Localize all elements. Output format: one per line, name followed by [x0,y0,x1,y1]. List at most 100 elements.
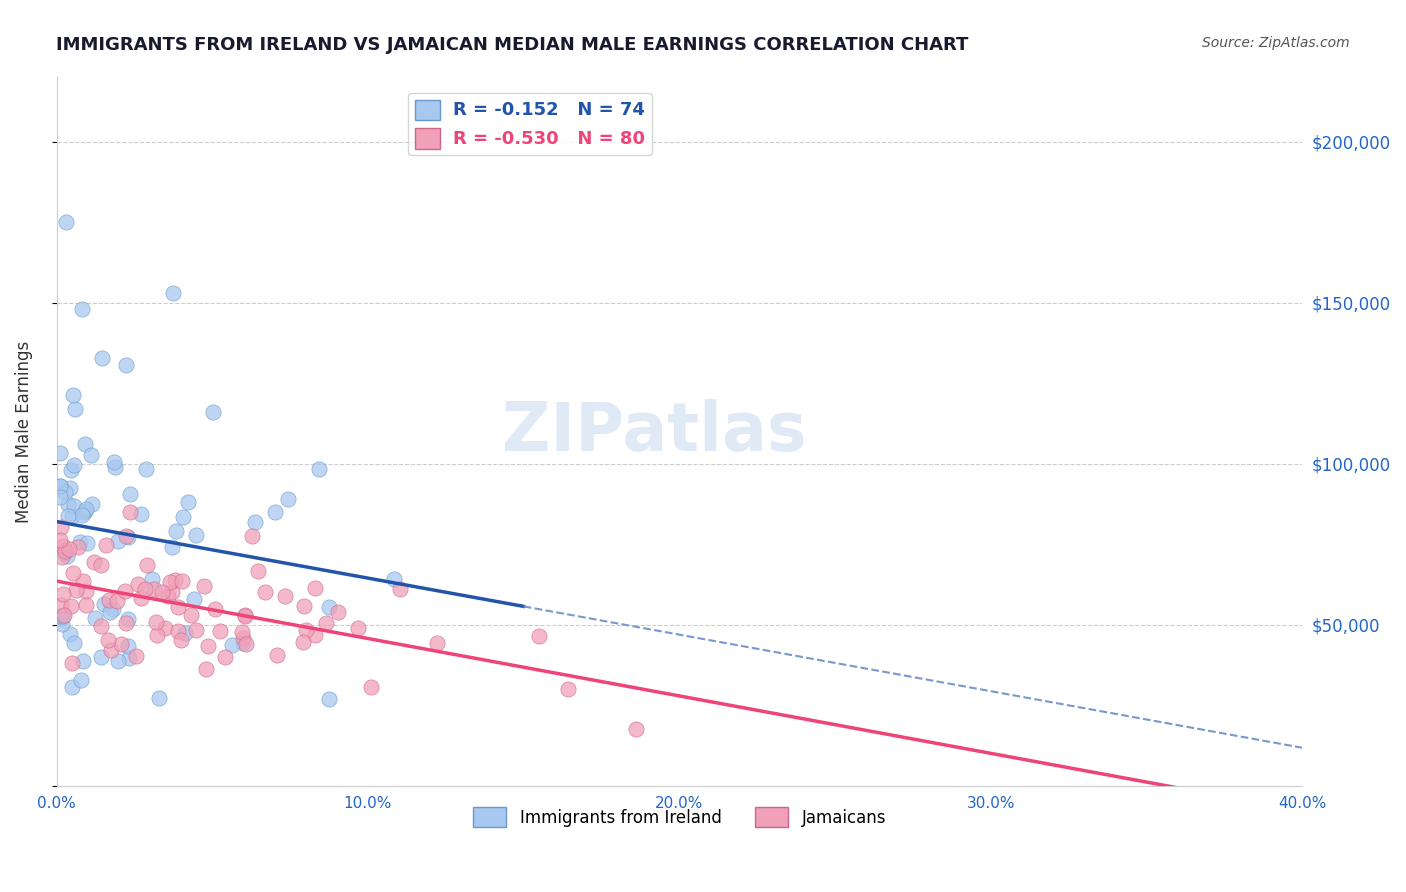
Point [51,617,73,632]
Point [626,722,648,736]
Point [159,574,181,589]
Point [70,302,93,317]
Point [117,639,139,653]
Point [160,585,183,599]
Point [131,591,153,606]
Point [48,446,70,460]
Point [72,508,94,522]
Point [49,479,72,493]
Point [127,577,149,591]
Point [183,591,205,606]
Point [177,494,200,508]
Point [115,528,138,542]
Point [197,640,219,654]
Point [90,649,112,664]
Point [52,546,75,560]
Point [266,648,288,662]
Point [426,635,449,649]
Point [63,499,86,513]
Point [90,351,112,365]
Point [48,608,70,623]
Point [389,582,412,596]
Point [180,607,202,622]
Point [304,581,326,595]
Point [60,680,83,694]
Point [51,539,73,553]
Point [292,599,315,613]
Point [63,402,86,417]
Point [184,623,207,637]
Point [240,529,263,543]
Text: IMMIGRANTS FROM IRELAND VS JAMAICAN MEDIAN MALE EARNINGS CORRELATION CHART: IMMIGRANTS FROM IRELAND VS JAMAICAN MEDI… [56,36,969,54]
Point [134,582,156,597]
Point [169,632,191,647]
Text: ZIPatlas: ZIPatlas [502,399,807,465]
Point [254,585,277,599]
Point [221,638,243,652]
Point [135,462,157,476]
Point [48,490,70,504]
Point [153,621,176,635]
Point [59,599,82,613]
Point [58,542,80,557]
Point [93,597,115,611]
Point [318,599,340,614]
Point [167,624,190,639]
Point [118,650,141,665]
Point [125,648,148,663]
Y-axis label: Median Male Earnings: Median Male Earnings [15,341,32,523]
Point [59,627,82,641]
Point [143,582,166,597]
Point [94,538,117,552]
Point [243,515,266,529]
Point [52,608,75,623]
Point [214,650,236,665]
Point [204,602,226,616]
Point [162,285,184,300]
Point [53,485,76,500]
Point [326,605,349,619]
Point [59,481,82,495]
Point [235,636,257,650]
Point [51,612,73,626]
Point [75,502,97,516]
Point [135,558,157,573]
Point [72,574,94,589]
Point [107,654,129,668]
Point [150,585,173,599]
Point [145,628,167,642]
Point [247,564,270,578]
Point [90,619,112,633]
Point [115,359,138,373]
Point [63,636,86,650]
Point [304,628,326,642]
Point [58,497,80,511]
Point [80,448,103,462]
Point [160,540,183,554]
Point [231,625,253,640]
Point [202,405,225,419]
Point [292,634,315,648]
Point [76,536,98,550]
Point [527,629,550,643]
Point [274,589,297,603]
Point [52,608,75,623]
Point [90,558,112,572]
Point [107,533,129,548]
Point [172,574,194,589]
Point [52,587,75,601]
Point [66,541,89,555]
Point [51,598,73,612]
Point [62,566,84,581]
Point [101,602,124,616]
Point [295,624,318,638]
Point [382,572,405,586]
Point [82,497,104,511]
Point [98,605,121,619]
Point [193,579,215,593]
Point [231,631,253,645]
Point [318,692,340,706]
Point [72,504,94,518]
Point [174,626,197,640]
Point [103,459,125,474]
